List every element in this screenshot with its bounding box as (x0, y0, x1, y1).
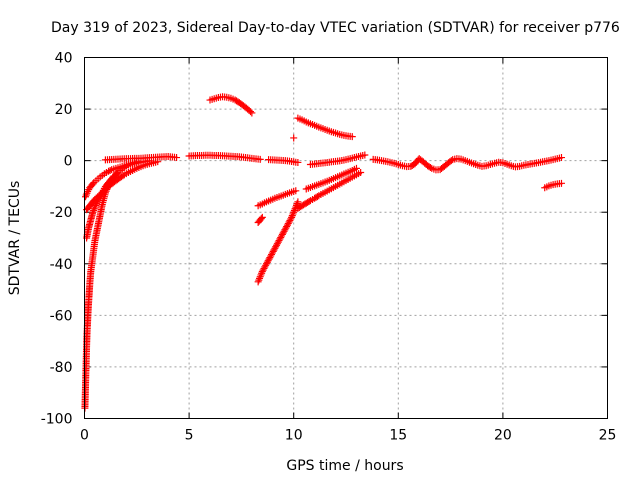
data-point (256, 274, 264, 282)
data-point (257, 271, 265, 279)
data-point (284, 220, 292, 228)
data-point (264, 257, 272, 265)
data-point (278, 232, 286, 240)
data-point (263, 258, 271, 266)
data-point (259, 266, 267, 274)
data-point (256, 155, 264, 163)
data-point (277, 233, 285, 241)
data-point (273, 240, 281, 248)
data-point (248, 109, 256, 117)
data-point (82, 191, 90, 199)
data-point (261, 263, 269, 271)
y-tick-label: -60 (50, 308, 73, 324)
data-point (290, 134, 298, 142)
chart-title: Day 319 of 2023, Sidereal Day-to-day VTE… (51, 20, 620, 36)
data-point (255, 276, 263, 284)
data-point (105, 167, 113, 175)
data-point (294, 198, 302, 206)
data-point (266, 254, 274, 262)
data-point (294, 158, 302, 166)
data-point (256, 273, 264, 281)
data-point (281, 226, 289, 234)
data-point (285, 218, 293, 226)
data-point (106, 166, 114, 174)
y-tick-label: -40 (50, 257, 73, 273)
data-point (258, 269, 266, 277)
data-point (254, 278, 262, 286)
data-point (263, 260, 271, 268)
data-point (272, 243, 280, 251)
data-point (90, 206, 98, 214)
gridlines (84, 57, 608, 419)
data-point (274, 238, 282, 246)
data-points (81, 93, 565, 412)
data-point (352, 164, 360, 172)
data-point (286, 216, 294, 224)
data-point (82, 193, 90, 201)
data-point (290, 208, 298, 216)
data-point (270, 246, 278, 254)
data-point (258, 213, 266, 221)
axis-ticks (84, 57, 608, 419)
data-point (283, 221, 291, 229)
data-point (278, 230, 286, 238)
data-point (90, 205, 98, 213)
data-point (276, 235, 284, 243)
y-tick-label: 0 (64, 154, 73, 170)
data-point (287, 215, 295, 223)
data-point (269, 247, 277, 255)
data-point (288, 212, 296, 220)
x-tick-label: 0 (80, 428, 89, 444)
plot-frame (84, 57, 608, 419)
data-point (265, 255, 273, 263)
data-point (292, 187, 300, 195)
data-point (348, 133, 356, 141)
data-point (173, 154, 181, 162)
x-tick-label: 20 (494, 428, 512, 444)
x-axis-label: GPS time / hours (286, 458, 403, 474)
data-point (283, 223, 291, 231)
data-point (89, 208, 97, 216)
data-point (262, 261, 270, 269)
data-point (282, 224, 290, 232)
x-tick-label: 15 (389, 428, 407, 444)
y-tick-label: -80 (50, 360, 73, 376)
data-point (447, 157, 455, 165)
y-tick-labels: -100 -80 -60 -40 -20 0 20 40 (41, 51, 73, 428)
data-point (557, 179, 565, 187)
x-tick-label: 25 (599, 428, 617, 444)
data-point (288, 213, 296, 221)
data-point (361, 151, 369, 159)
y-tick-label: 20 (55, 102, 73, 118)
x-tick-labels: 0 5 10 15 20 25 (80, 428, 616, 444)
y-tick-label: 40 (55, 51, 73, 67)
data-point (89, 180, 97, 188)
data-point (279, 229, 287, 237)
data-point (357, 169, 365, 177)
data-point (268, 251, 276, 259)
x-tick-label: 5 (185, 428, 194, 444)
data-point (293, 200, 301, 208)
data-point (271, 244, 279, 252)
data-point (246, 108, 254, 116)
data-point (268, 249, 276, 257)
y-tick-label: -20 (50, 205, 73, 221)
data-point (280, 227, 288, 235)
data-point (91, 203, 99, 211)
data-point (289, 210, 297, 218)
data-point (426, 164, 434, 172)
data-point (273, 241, 281, 249)
x-tick-label: 10 (285, 428, 303, 444)
y-tick-label: -100 (41, 412, 73, 428)
data-point (267, 252, 275, 260)
data-point (257, 215, 265, 223)
data-point (260, 264, 268, 272)
y-axis-label: SDTVAR / TECUs (7, 181, 23, 296)
data-point (275, 237, 283, 245)
data-point (557, 154, 565, 162)
data-point (258, 268, 266, 276)
